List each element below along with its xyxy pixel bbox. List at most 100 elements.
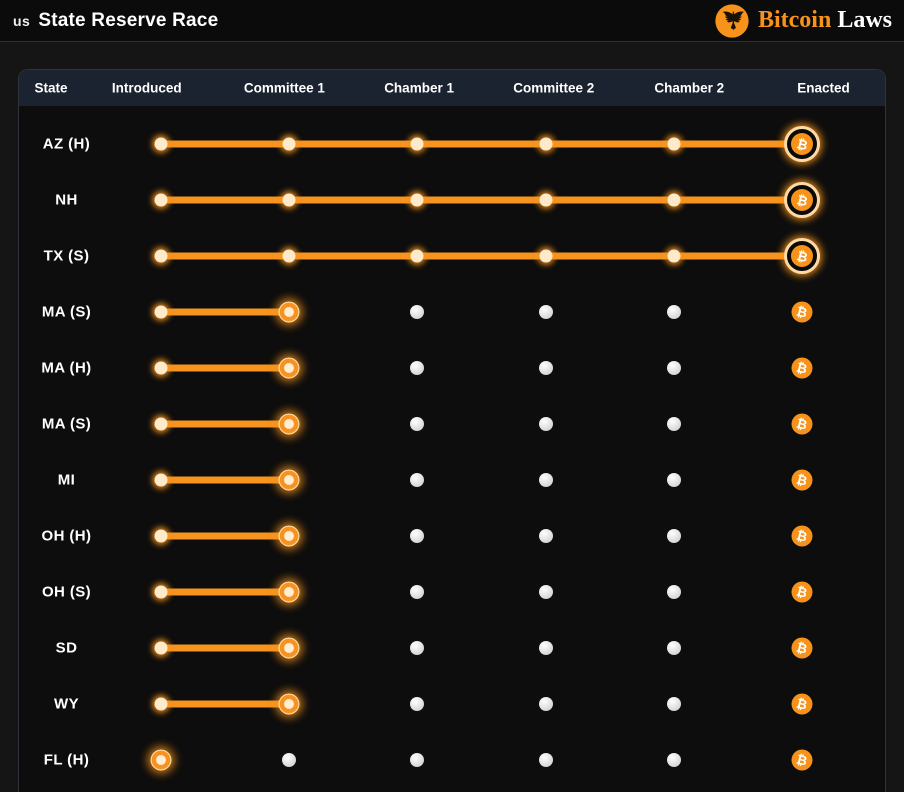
state-label: MA (S)	[41, 415, 92, 433]
app-header: us State Reserve Race Bitcoin Laws	[0, 0, 904, 42]
stage-dot-committee-2-reached	[539, 249, 553, 263]
tracker-row-oh-s: OH (S) ₿	[19, 564, 885, 620]
stage-dot-committee-2-future	[538, 697, 553, 711]
stage-dot-chamber-2-future	[666, 305, 681, 319]
tracker-row-ma-s: MA (S) ₿	[19, 284, 885, 340]
state-label: MA (H)	[41, 359, 92, 377]
progress-line	[160, 476, 289, 484]
stage-dot-chamber-1-reached	[410, 249, 424, 263]
stage-dot-chamber-1-future	[410, 585, 425, 599]
bitcoin-coin-face: ₿	[791, 189, 814, 211]
stage-dot-chamber-2-future	[666, 473, 681, 487]
stage-dot-chamber-2-reached	[667, 249, 681, 263]
stage-dot-introduced-reached	[154, 249, 168, 263]
bitcoin-glyph: ₿	[795, 639, 810, 657]
progress-line	[160, 700, 289, 708]
brand-name: Bitcoin Laws	[758, 7, 892, 34]
stage-dot-committee-1-current	[278, 581, 300, 603]
stage-dot-committee-2-future	[538, 585, 553, 599]
stage-dot-introduced-reached	[154, 529, 168, 543]
stage-dot-chamber-1-future	[410, 641, 425, 655]
bitcoin-glyph: ₿	[795, 303, 810, 321]
state-label: OH (H)	[41, 527, 92, 545]
stage-dot-introduced-reached	[154, 417, 168, 431]
stage-dot-chamber-1-future	[410, 529, 425, 543]
stage-dot-chamber-1-reached	[410, 193, 424, 207]
tracker-row-nh: NH ₿	[19, 172, 885, 228]
tracker-row-oh-h: OH (H) ₿	[19, 508, 885, 564]
stage-dot-chamber-1-future	[410, 753, 425, 767]
tracker-row-ma-s: MA (S) ₿	[19, 396, 885, 452]
stage-dot-chamber-2-future	[666, 361, 681, 375]
stage-dot-committee-1-reached	[282, 137, 296, 151]
bitcoin-glyph: ₿	[795, 471, 810, 489]
tracker-row-fl-h: FL (H) ₿	[19, 732, 885, 788]
stage-dot-introduced-current	[150, 749, 172, 771]
stage-dot-committee-2-future	[538, 417, 553, 431]
stage-dot-committee-1-reached	[282, 193, 296, 207]
stage-dot-introduced-reached	[154, 697, 168, 711]
tracker-row-sd: SD ₿	[19, 620, 885, 676]
stage-dot-committee-2-reached	[539, 193, 553, 207]
stage-dot-chamber-2-future	[666, 641, 681, 655]
stage-dot-chamber-2-reached	[667, 137, 681, 151]
eagle-seal-icon	[715, 3, 749, 38]
stage-dot-introduced-reached	[154, 305, 168, 319]
stage-dot-introduced-reached	[154, 193, 168, 207]
tracker-row-mi: MI ₿	[19, 452, 885, 508]
bitcoin-coin-face: ₿	[791, 133, 814, 155]
stage-dot-chamber-1-reached	[410, 137, 424, 151]
stage-dot-chamber-1-future	[410, 473, 425, 487]
column-header-committee-1: Committee 1	[243, 80, 325, 96]
stage-dot-committee-1-current	[278, 413, 300, 435]
tracker-row-tx-s: TX (S) ₿	[19, 228, 885, 284]
stage-dot-introduced-reached	[154, 641, 168, 655]
brand-name-bitcoin: Bitcoin	[757, 7, 832, 33]
table-header-row: State Introduced Committee 1 Chamber 1 Commi…	[19, 70, 885, 106]
column-header-state: State	[34, 80, 68, 96]
stage-dot-committee-2-future	[538, 641, 553, 655]
stage-dot-chamber-1-future	[410, 361, 425, 375]
bitcoin-coin-pending-icon: ₿	[791, 525, 813, 547]
bitcoin-coin-pending-icon: ₿	[791, 301, 813, 323]
bitcoin-coin-pending-icon: ₿	[791, 637, 813, 659]
stage-dot-committee-1-current	[278, 301, 300, 323]
stage-dot-committee-1-current	[278, 637, 300, 659]
bitcoin-coin-pending-icon: ₿	[791, 469, 813, 491]
stage-dot-committee-2-future	[538, 529, 553, 543]
stage-dot-committee-2-reached	[539, 137, 553, 151]
stage-dot-chamber-2-future	[666, 585, 681, 599]
stage-dot-chamber-1-future	[410, 305, 425, 319]
bitcoin-glyph: ₿	[795, 583, 810, 601]
progress-line	[160, 140, 803, 148]
progress-line	[160, 644, 289, 652]
state-label: FL (H)	[43, 751, 90, 769]
progress-line	[160, 252, 803, 260]
state-label: NH	[55, 191, 78, 209]
progress-line	[160, 588, 289, 596]
state-label: MI	[57, 471, 76, 489]
bitcoin-glyph: ₿	[795, 415, 810, 433]
bitcoin-glyph: ₿	[795, 751, 810, 769]
brand-name-laws: Laws	[837, 7, 892, 33]
stage-dot-chamber-2-future	[666, 753, 681, 767]
stage-dot-chamber-2-future	[666, 417, 681, 431]
column-header-chamber-1: Chamber 1	[384, 80, 454, 96]
stage-dot-introduced-reached	[154, 361, 168, 375]
column-header-introduced: Introduced	[111, 80, 182, 96]
bitcoin-coin-pending-icon: ₿	[791, 749, 813, 771]
progress-line	[160, 532, 289, 540]
brand-logo[interactable]: Bitcoin Laws	[714, 3, 892, 39]
progress-line	[160, 420, 289, 428]
stage-dot-introduced-reached	[154, 473, 168, 487]
stage-dot-committee-1-current	[278, 693, 300, 715]
stage-dot-chamber-2-reached	[667, 193, 681, 207]
state-label: SD	[55, 639, 78, 657]
stage-dot-committee-1-future	[282, 753, 297, 767]
bitcoin-glyph: ₿	[795, 359, 810, 377]
bitcoin-glyph: ₿	[795, 247, 810, 265]
tracker-table: State Introduced Committee 1 Chamber 1 Commi…	[18, 69, 886, 792]
column-header-enacted: Enacted	[797, 80, 850, 96]
bitcoin-glyph: ₿	[795, 695, 810, 713]
state-label: AZ (H)	[42, 135, 91, 153]
